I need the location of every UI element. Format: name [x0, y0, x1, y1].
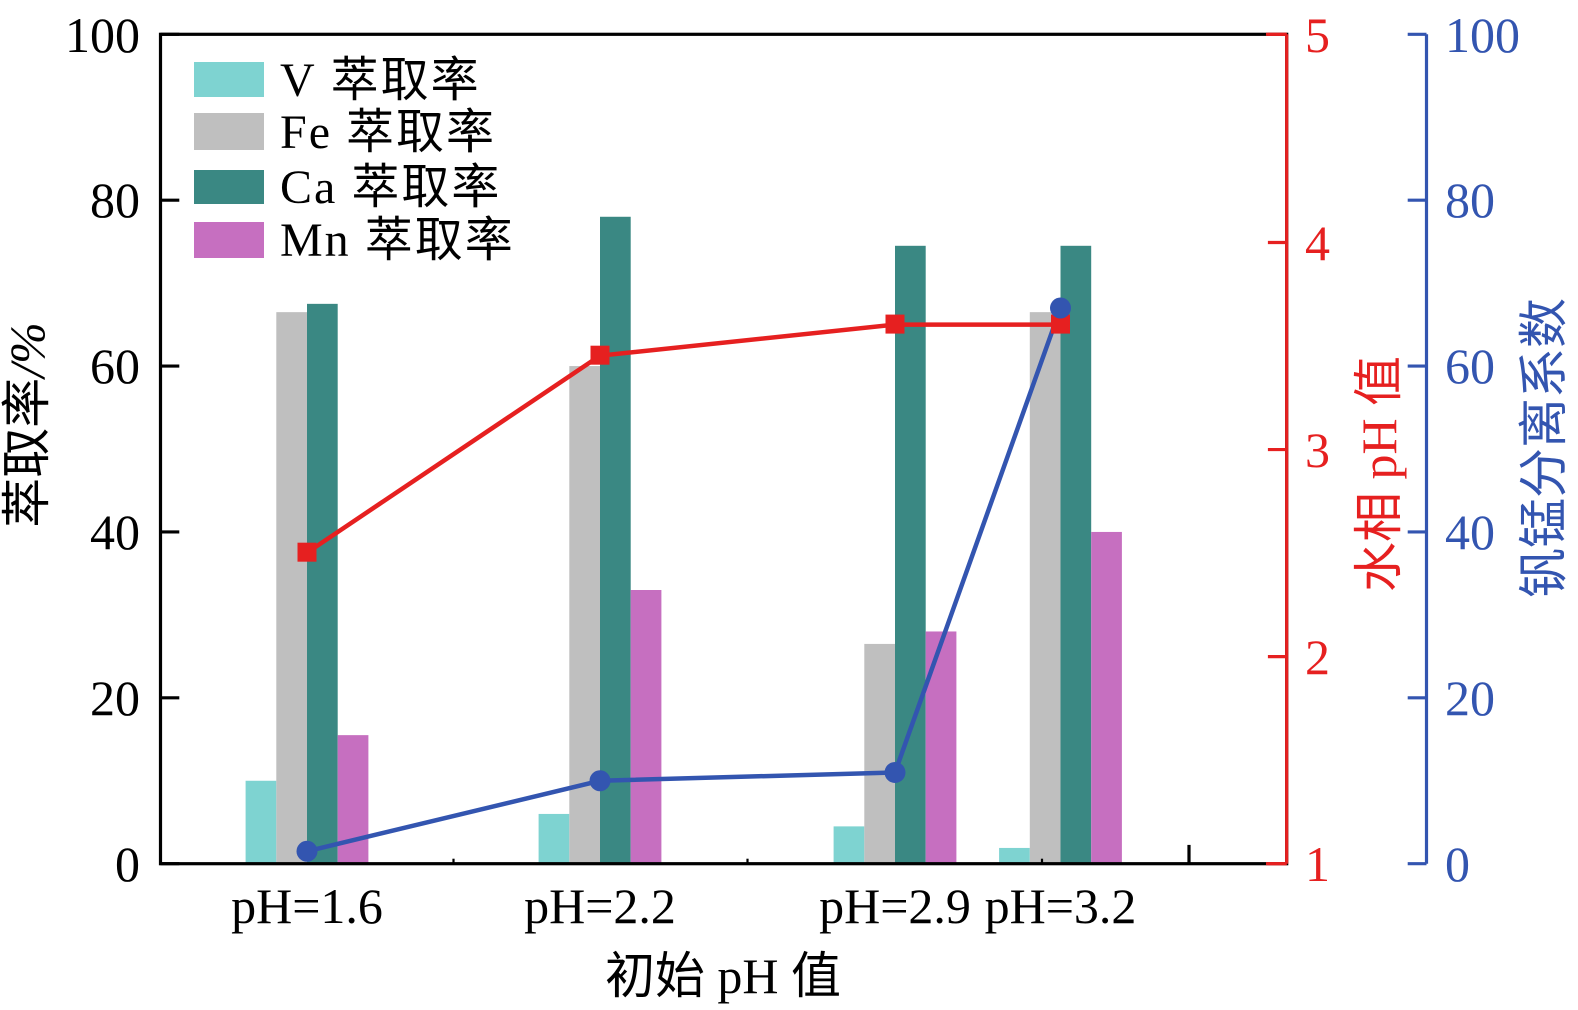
svg-text:60: 60: [90, 338, 140, 394]
svg-text:20: 20: [90, 670, 140, 726]
svg-text:pH=3.2: pH=3.2: [985, 878, 1137, 934]
svg-text:60: 60: [1445, 338, 1495, 394]
svg-text:2: 2: [1305, 629, 1330, 685]
svg-text:4: 4: [1305, 215, 1330, 271]
svg-text:0: 0: [115, 836, 140, 892]
svg-text:40: 40: [1445, 504, 1495, 560]
svg-text:5: 5: [1305, 7, 1330, 63]
svg-text:40: 40: [90, 504, 140, 560]
svg-text:pH=1.6: pH=1.6: [231, 878, 383, 934]
svg-text:80: 80: [1445, 172, 1495, 228]
svg-text:20: 20: [1445, 670, 1495, 726]
svg-text:萃取率/%: 萃取率/%: [0, 322, 55, 528]
svg-text:1: 1: [1305, 836, 1330, 892]
svg-text:80: 80: [90, 172, 140, 228]
svg-text:100: 100: [1445, 7, 1520, 63]
svg-text:100: 100: [65, 7, 140, 63]
svg-text:pH=2.9: pH=2.9: [819, 878, 971, 934]
svg-text:初始 pH 值: 初始 pH 值: [605, 948, 841, 1004]
svg-text:pH=2.2: pH=2.2: [524, 878, 676, 934]
svg-text:钒锰分离系数: 钒锰分离系数: [1516, 298, 1572, 598]
svg-text:0: 0: [1445, 836, 1470, 892]
svg-text:3: 3: [1305, 422, 1330, 478]
svg-text:水相 pH 值: 水相 pH 值: [1351, 356, 1407, 592]
